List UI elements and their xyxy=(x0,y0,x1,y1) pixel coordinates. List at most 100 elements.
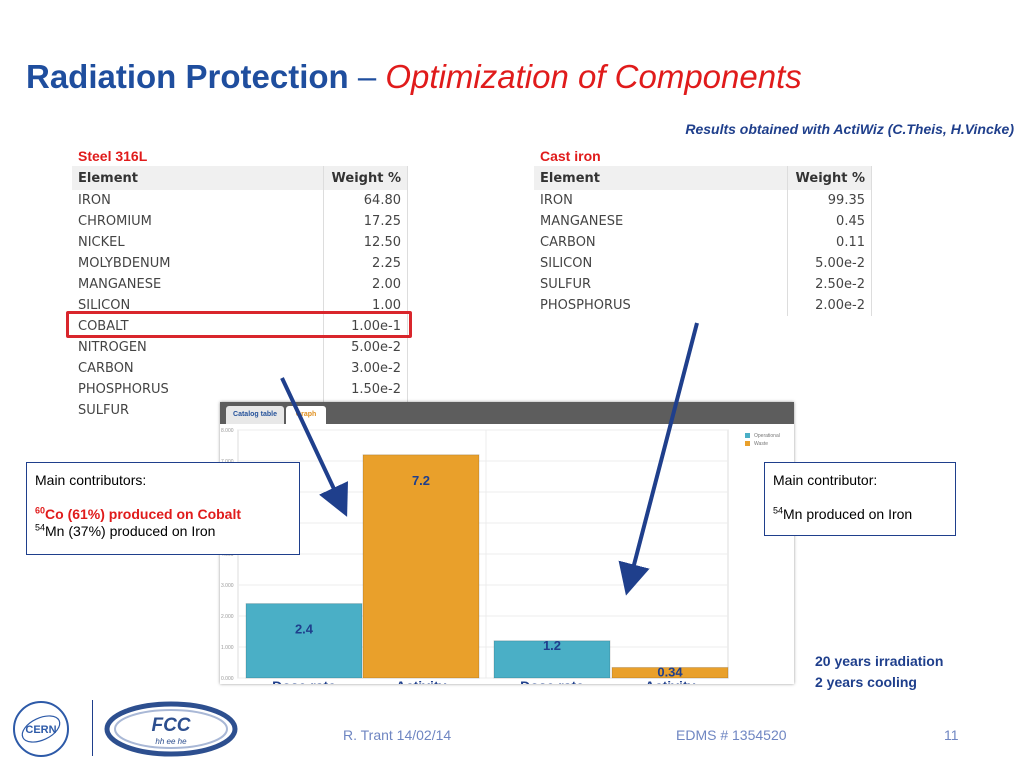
element-name-cell: NITROGEN xyxy=(72,337,325,358)
element-name-cell: PHOSPHORUS xyxy=(72,379,325,400)
table-row[interactable]: NICKEL 12.50 xyxy=(72,232,408,253)
element-name-cell: PHOSPHORUS xyxy=(534,295,789,316)
y-tick-label: 1.000 xyxy=(221,645,234,651)
callout-heading: Main contributor: xyxy=(773,472,878,488)
callout-line-text: Co (61%) produced on Cobalt xyxy=(45,506,242,522)
weight-percent-cell: 1.50e-2 xyxy=(323,379,408,400)
cast-iron-element-table: Element Weight % IRON 99.35 MANGANESE 0.45 C… xyxy=(534,166,872,316)
callout-line-manganese: 54Mn (37%) produced on Iron xyxy=(35,523,291,540)
slide-title-sub: Optimization of Components xyxy=(385,58,802,95)
weight-percent-cell: 0.11 xyxy=(787,232,872,253)
weight-percent-cell: 2.00 xyxy=(323,274,408,295)
bar-category-label: Activity xyxy=(396,678,447,684)
table-row[interactable]: CHROMIUM 17.25 xyxy=(72,211,408,232)
tab-catalog-table[interactable]: Catalog table xyxy=(226,406,284,424)
cern-logo-text: CERN xyxy=(25,724,56,736)
legend-swatch xyxy=(745,441,750,446)
table-header-row: Element Weight % xyxy=(72,166,408,190)
callout-line-text: Mn produced on Iron xyxy=(783,506,913,522)
weight-percent-cell: 2.00e-2 xyxy=(787,295,872,316)
table-row[interactable]: COBALT 1.00e-1 xyxy=(72,316,408,337)
bar-1-0 xyxy=(493,640,611,679)
page-number: 11 xyxy=(944,727,959,743)
column-header-weight[interactable]: Weight % xyxy=(323,166,408,190)
table-row[interactable]: SILICON 5.00e-2 xyxy=(534,253,872,274)
column-header-weight[interactable]: Weight % xyxy=(787,166,872,190)
fcc-logo: FCC hh ee he xyxy=(104,701,238,757)
table-row[interactable]: MOLYBDENUM 2.25 xyxy=(72,253,408,274)
column-header-element[interactable]: Element xyxy=(534,166,789,190)
element-name-cell: NICKEL xyxy=(72,232,325,253)
steel-element-table: Element Weight % IRON 64.80 CHROMIUM 17.25 N… xyxy=(72,166,408,421)
tab-graph[interactable]: Graph xyxy=(286,406,326,424)
bar-value-label: 2.4 xyxy=(295,622,314,637)
element-name-cell: CARBON xyxy=(534,232,789,253)
mass-number: 60 xyxy=(35,505,46,516)
callout-line-manganese: 54Mn produced on Iron xyxy=(773,506,947,523)
element-name-cell: SILICON xyxy=(72,295,325,316)
bar-category-label: Dose rate xyxy=(272,678,336,684)
callout-iron-contributor: Main contributor: 54Mn produced on Iron xyxy=(764,462,956,536)
bar-1-1 xyxy=(611,666,729,679)
mass-number: 54 xyxy=(773,505,784,516)
table-row[interactable]: IRON 64.80 xyxy=(72,190,408,211)
weight-percent-cell: 3.00e-2 xyxy=(323,358,408,379)
table-row[interactable]: SULFUR 2.50e-2 xyxy=(534,274,872,295)
slide-title: Radiation Protection – Optimization of C… xyxy=(26,58,802,96)
source-note: Results obtained with ActiWiz (C.Theis, … xyxy=(685,121,1014,137)
weight-percent-cell: 17.25 xyxy=(323,211,408,232)
table-row[interactable]: PHOSPHORUS 2.00e-2 xyxy=(534,295,872,316)
y-tick-label: 0.000 xyxy=(221,676,234,682)
weight-percent-cell: 5.00e-2 xyxy=(787,253,872,274)
table-row[interactable]: CARBON 3.00e-2 xyxy=(72,358,408,379)
cobalt-row-highlight xyxy=(66,311,412,338)
actiwiz-chart-panel: Catalog table Graph 0.000 1.000 2.000 3.000… xyxy=(220,402,794,684)
table-row[interactable]: MANGANESE 0.45 xyxy=(534,211,872,232)
slide-title-dash: – xyxy=(357,58,377,95)
element-name-cell: SILICON xyxy=(534,253,789,274)
fcc-logo-text: FCC xyxy=(151,715,190,736)
element-name-cell: MANGANESE xyxy=(534,211,789,232)
weight-percent-cell: 64.80 xyxy=(323,190,408,211)
weight-percent-cell: 0.45 xyxy=(787,211,872,232)
table-row[interactable]: IRON 99.35 xyxy=(534,190,872,211)
table-row[interactable]: PHOSPHORUS 1.50e-2 xyxy=(72,379,408,400)
callout-line-cobalt: 60Co (61%) produced on Cobalt xyxy=(35,506,291,523)
bar-value-label: 0.34 xyxy=(657,664,683,679)
conditions-cooling: 2 years cooling xyxy=(815,674,917,690)
callout-steel-contributors: Main contributors: 60Co (61%) produced o… xyxy=(26,462,300,555)
slide-title-main: Radiation Protection xyxy=(26,58,349,95)
steel-table-caption: Steel 316L xyxy=(78,148,148,164)
weight-percent-cell: 1.00 xyxy=(323,295,408,316)
table-header-row: Element Weight % xyxy=(534,166,872,190)
column-header-element[interactable]: Element xyxy=(72,166,325,190)
table-row[interactable]: SILICON 1.00 xyxy=(72,295,408,316)
irradiation-conditions: 20 years irradiation 2 years cooling xyxy=(815,651,943,693)
conditions-irradiation: 20 years irradiation xyxy=(815,653,944,669)
iron-table-caption: Cast iron xyxy=(540,148,601,164)
table-row[interactable]: CARBON 0.11 xyxy=(534,232,872,253)
bar-0-1 xyxy=(362,454,480,679)
table-row[interactable]: NITROGEN 5.00e-2 xyxy=(72,337,408,358)
table-row[interactable]: MANGANESE 2.00 xyxy=(72,274,408,295)
callout-line-text: Mn (37%) produced on Iron xyxy=(45,523,216,539)
element-name-cell: COBALT xyxy=(72,316,325,337)
element-name-cell: SULFUR xyxy=(534,274,789,295)
y-tick-label: 2.000 xyxy=(221,614,234,620)
element-name-cell: CARBON xyxy=(72,358,325,379)
chart-tab-bar: Catalog table Graph xyxy=(220,402,794,424)
weight-percent-cell: 2.25 xyxy=(323,253,408,274)
bar-0-0 xyxy=(245,603,363,679)
element-name-cell: MANGANESE xyxy=(72,274,325,295)
legend-label: Waste xyxy=(754,441,768,447)
bar-value-label: 1.2 xyxy=(543,638,561,653)
bar-category-label: Dose rate xyxy=(520,678,584,684)
bar-value-label: 7.2 xyxy=(412,473,430,488)
cern-logo: CERN xyxy=(13,701,69,757)
y-tick-label: 3.000 xyxy=(221,583,234,589)
legend-swatch xyxy=(745,433,750,438)
footer-divider xyxy=(92,700,93,756)
fcc-logo-subtext: hh ee he xyxy=(155,737,187,746)
element-name-cell: IRON xyxy=(72,190,325,211)
weight-percent-cell: 2.50e-2 xyxy=(787,274,872,295)
